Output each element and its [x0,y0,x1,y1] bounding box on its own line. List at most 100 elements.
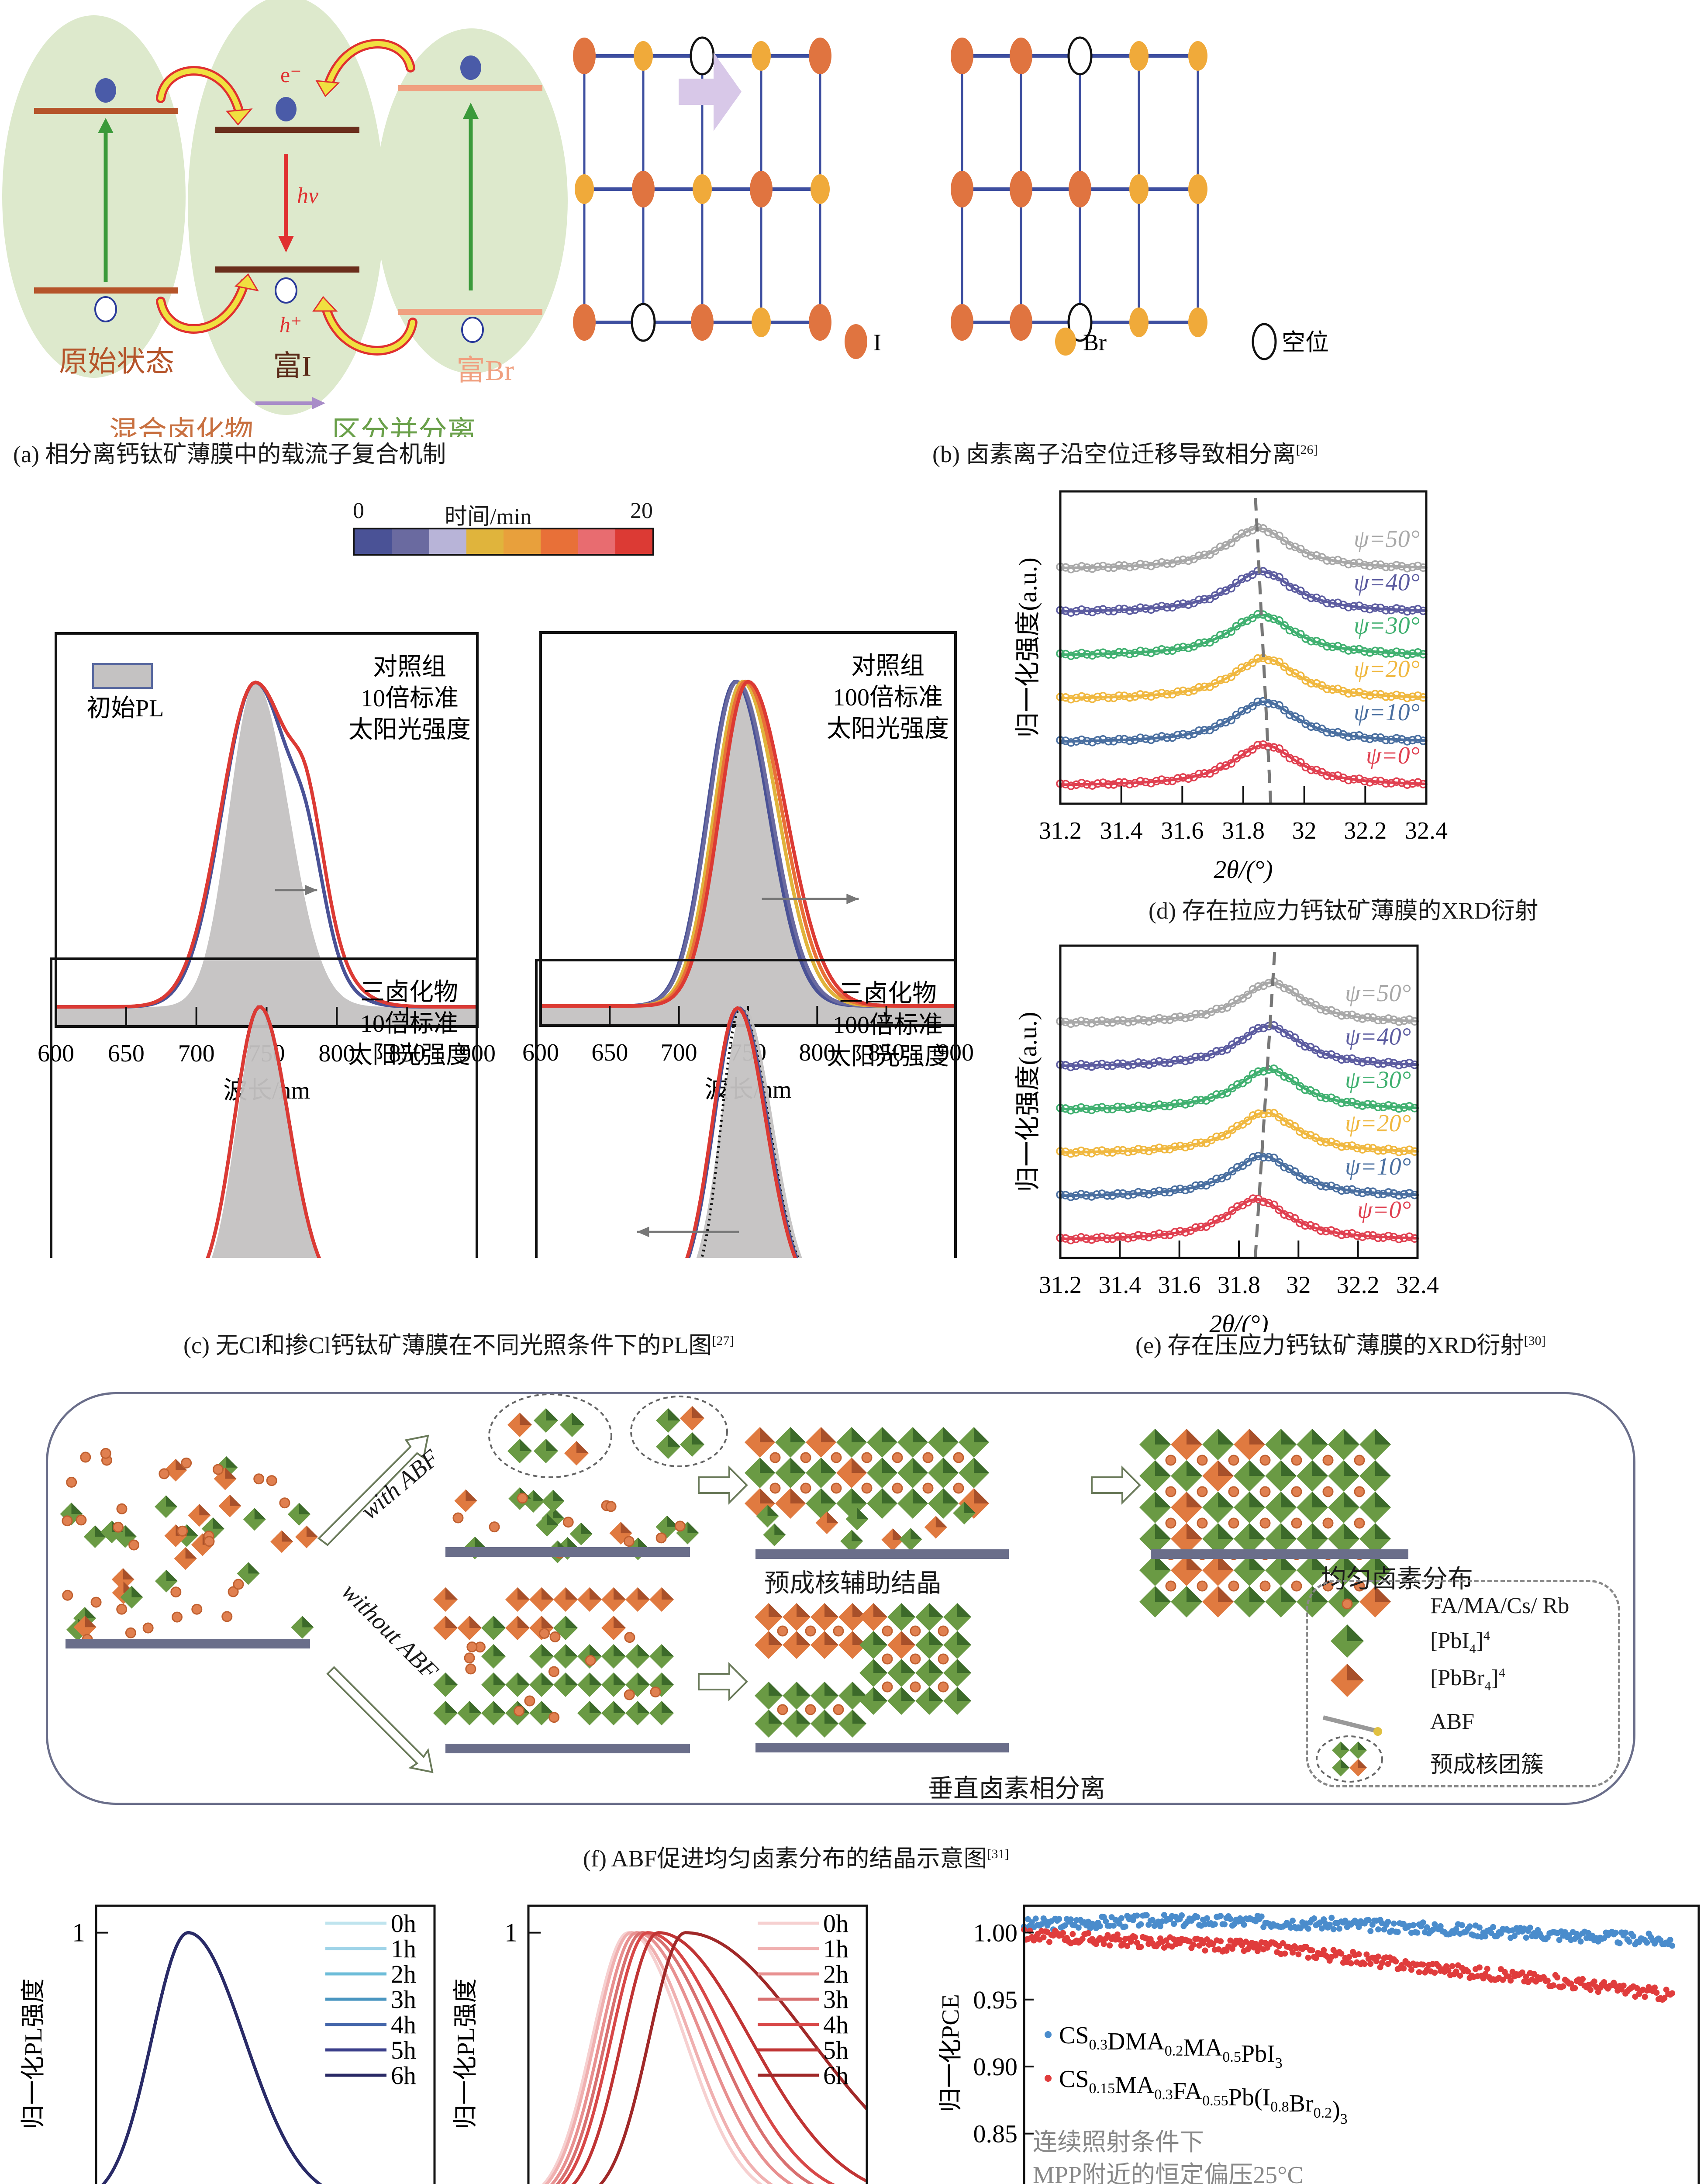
x-tick-label: 600 [522,1039,559,1066]
before-site-I [809,304,831,341]
xrd-data-point [1243,990,1252,999]
xrd-data-point [1232,622,1241,631]
xrd-data-point [1160,1058,1169,1067]
xrd-data-point [1162,646,1172,655]
xrd-data-point [1176,1055,1185,1064]
xrd-data-point [1088,781,1097,790]
octahedron-icon-shade [913,1458,928,1473]
xrd-data-point [1269,571,1278,580]
xrd-data-point [1072,1234,1080,1244]
x-tick-label: 32.2 [1344,817,1387,844]
pce-data-point [1149,1917,1156,1923]
arrow-head-icon [226,108,253,126]
cation-icon [125,1627,136,1638]
xrd-data-point [1405,1015,1414,1024]
xrd-data-point [1222,1045,1231,1054]
pce-data-point [1046,1939,1052,1945]
pce-data-point [1367,1928,1374,1934]
pce-data-point [1227,1937,1234,1944]
i-rich-label: 富I [273,350,311,382]
xrd-data-point [1093,779,1102,788]
octahedron-icon-shade [929,1603,943,1617]
octahedron-icon-shade [911,1528,922,1540]
xrd-data-point [1259,1153,1268,1162]
xrd-data-point [1327,1226,1336,1235]
cation-icon [938,1653,949,1665]
xrd-data-point [1145,1103,1153,1113]
xrd-data-point [1114,605,1124,613]
octahedron-icon-shade [590,1673,602,1685]
xrd-data-point [1237,750,1246,759]
xrd-data-point [1076,1189,1086,1199]
octahedron-icon-shade [964,1502,976,1514]
pce-data-point [1449,1963,1456,1970]
xrd-data-point [1321,1094,1331,1102]
pce-data-point [1311,1915,1318,1921]
xrd-data-point [1306,1221,1315,1230]
xrd-data-point [1353,1231,1362,1240]
cation-icon [1228,1580,1239,1592]
i-rich-conduction-band [215,127,359,133]
octahedron-icon-shade [71,1503,83,1514]
xrd-data-point [1328,556,1337,565]
octahedron-icon-shade [85,1616,97,1628]
xrd-data-point [1312,637,1321,646]
cation-icon [655,1532,667,1544]
pce-data-point [1612,1929,1619,1936]
xrd-data-point [1097,1059,1107,1068]
cation-icon [253,1473,265,1485]
xrd-data-point [1152,646,1161,655]
pce-data-point [1511,1933,1518,1939]
xrd-data-point [1160,1230,1169,1239]
xrd-data-point [1072,780,1081,789]
xrd-data-point [1157,601,1166,611]
xrd-data-point [1392,691,1401,699]
xrd-data-point [1316,1049,1325,1058]
xrd-data-point [1269,743,1278,752]
xrd-data-point [1131,562,1139,570]
xrd-data-point [1124,1191,1132,1200]
hole-icon [275,277,297,304]
octahedron-icon-shade [572,1413,584,1425]
xrd-data-point [1360,733,1369,742]
xrd-data-point [1394,1191,1404,1200]
legend-cluster-oct-shade [1358,1759,1367,1768]
xrd-data-point [1125,606,1134,615]
pce-data-point [1385,1961,1391,1967]
cation-icon [466,1641,478,1652]
pce-data-point [1179,1912,1185,1918]
xrd-data-point [1254,1151,1263,1161]
octahedron-icon-shade [662,1644,674,1656]
xrd-data-point [1394,1061,1404,1070]
octahedron-icon-shade [769,1710,783,1724]
xrd-data-point [1280,621,1289,630]
xrd-data-point [1328,643,1337,651]
substrate-bar [1151,1549,1408,1559]
xrd-data-point [1147,605,1156,614]
xrd-data-point [1300,1175,1310,1184]
pce-data-point [1060,1930,1066,1936]
xrd-data-point [1104,693,1113,702]
series-label: ψ=0° [1366,742,1420,769]
legend-label: 2h [391,1960,416,1988]
xrd-data-point [1248,745,1257,754]
xrd-data-point [1363,1144,1372,1152]
xrd-data-point [1173,774,1182,783]
xrd-data-point [1296,758,1305,767]
arrow-head-icon [315,80,340,97]
xrd-data-point [1152,733,1161,742]
pce-data-point [1591,1978,1597,1985]
xrd-data-point [1131,735,1139,744]
pce-data-point [1356,1924,1362,1930]
condition-annotation: MPP附近的恒定偏压25°C [1033,2162,1304,2184]
cation-icon [910,1625,921,1637]
xrd-data-point [1389,1146,1398,1154]
cation-icon [159,1468,170,1479]
xrd-data-point [1194,639,1204,648]
octahedron-icon-shade [542,1673,554,1685]
xrd-data-point [1141,604,1150,613]
caption-e: (e) 存在压应力钙钛矿薄膜的XRD衍射[30] [1135,1326,1545,1360]
hole-label: h⁺ [279,312,302,337]
octahedron-icon-shade [824,1603,838,1617]
xrd-data-point [1337,1142,1346,1151]
